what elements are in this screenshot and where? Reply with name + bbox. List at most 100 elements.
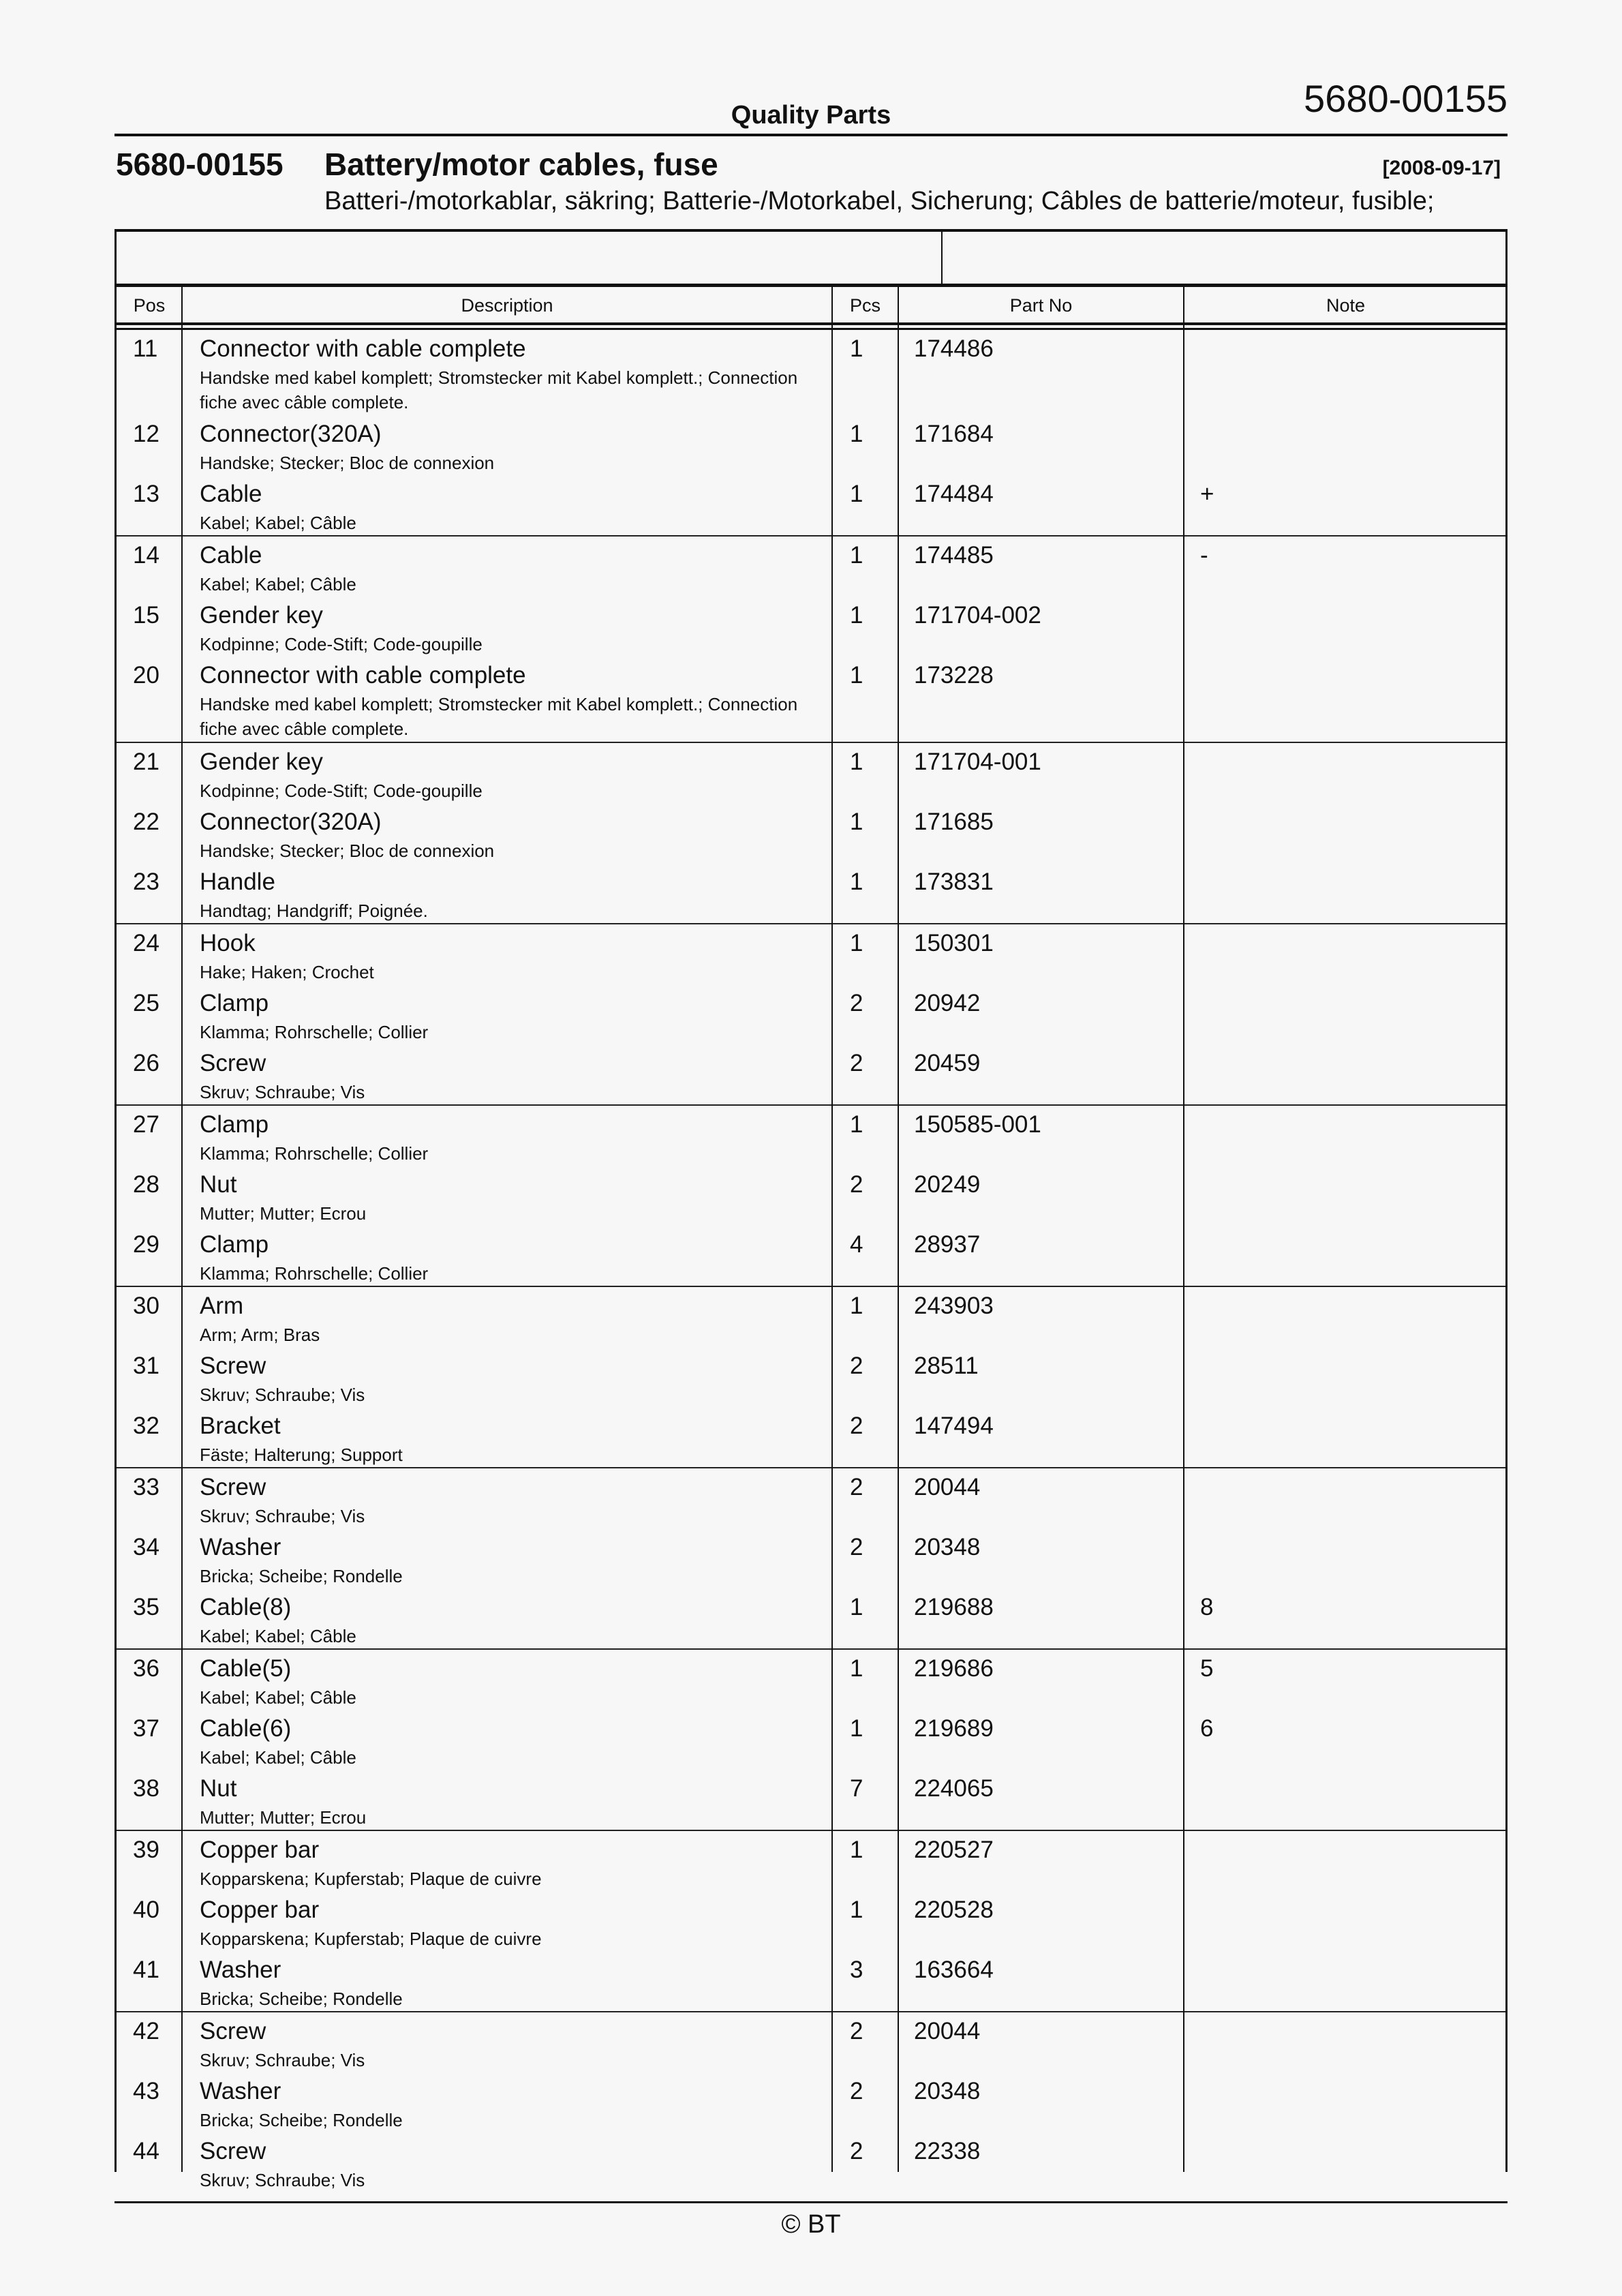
pcs-cell: 1 (850, 481, 863, 507)
pcs-cell: 2 (850, 1353, 863, 1379)
translation-cell: Handske med kabel komplett; Stromstecker… (200, 367, 798, 412)
revision-date: [2008-09-17] (1382, 157, 1501, 179)
pcs-cell: 1 (850, 335, 863, 362)
row-group: 30 Arm Arm; Arm; Bras 1 243903 31 Screw Skruv; … (117, 1287, 1505, 1468)
row-group: 42 Screw Skruv; Schraube; Vis 2 20044 43 Washe… (117, 2012, 1505, 2192)
translation-cell: Skruv; Schraube; Vis (200, 1082, 365, 1102)
table-row: 44 Screw Skruv; Schraube; Vis 2 22338 (117, 2132, 1505, 2192)
section-title: Quality Parts (731, 101, 891, 130)
part-number-cell: 22338 (914, 2138, 981, 2164)
row-group: 24 Hook Hake; Haken; Crochet 1 150301 25 Clamp… (117, 924, 1505, 1106)
top-box-divider (941, 232, 943, 284)
description-cell: Clamp (200, 1111, 269, 1138)
table-row: 27 Clamp Klamma; Rohrschelle; Collier 1 1505… (117, 1106, 1505, 1166)
pos-cell: 42 (133, 2018, 159, 2044)
pcs-cell: 2 (850, 1171, 863, 1198)
description-cell: Clamp (200, 1231, 269, 1258)
pos-cell: 24 (133, 930, 159, 956)
translation-cell: Kodpinne; Code-Stift; Code-goupille (200, 634, 483, 654)
description-cell: Copper bar (200, 1837, 320, 1863)
pos-cell: 25 (133, 990, 159, 1016)
pcs-cell: 2 (850, 1534, 863, 1560)
part-number-cell: 20044 (914, 1474, 981, 1500)
translation-cell: Kodpinne; Code-Stift; Code-goupille (200, 781, 483, 801)
parts-table: Pos Description Pcs Part No Note 11 Conne… (114, 229, 1508, 2190)
pcs-cell: 1 (850, 868, 863, 895)
translation-cell: Kabel; Kabel; Câble (200, 1687, 356, 1708)
note-cell: - (1200, 542, 1208, 569)
table-header: Pos Description Pcs Part No Note (117, 287, 1505, 325)
table-row: 25 Clamp Klamma; Rohrschelle; Collier 2 2094… (117, 984, 1505, 1044)
part-number-cell: 174486 (914, 335, 994, 362)
translation-cell: Fäste; Halterung; Support (200, 1445, 403, 1465)
part-number-cell: 171684 (914, 421, 994, 447)
pos-cell: 35 (133, 1594, 159, 1620)
description-cell: Gender key (200, 749, 323, 775)
pcs-cell: 3 (850, 1957, 863, 1983)
part-number-cell: 20942 (914, 990, 981, 1016)
pcs-cell: 1 (850, 1594, 863, 1620)
pcs-cell: 2 (850, 1413, 863, 1439)
pcs-cell: 1 (850, 749, 863, 775)
description-cell: Connector with cable complete (200, 335, 526, 362)
table-row: 12 Connector(320A) Handske; Stecker; Bloc … (117, 415, 1505, 475)
note-cell: 6 (1200, 1715, 1214, 1742)
translation-cell: Bricka; Scheibe; Rondelle (200, 2110, 403, 2130)
header-double-rule (117, 328, 1505, 330)
part-number-cell: 219688 (914, 1594, 994, 1620)
pos-cell: 37 (133, 1715, 159, 1742)
description-cell: Clamp (200, 990, 269, 1016)
translation-cell: Handske; Stecker; Bloc de connexion (200, 841, 495, 861)
col-note: Note (1326, 295, 1366, 316)
table-row: 34 Washer Bricka; Scheibe; Rondelle 2 20348 (117, 1528, 1505, 1588)
pos-cell: 39 (133, 1837, 159, 1863)
description-cell: Washer (200, 1957, 281, 1983)
pcs-cell: 1 (850, 1655, 863, 1682)
translation-cell: Kabel; Kabel; Câble (200, 574, 356, 594)
description-cell: Connector(320A) (200, 421, 382, 447)
pos-cell: 40 (133, 1897, 159, 1923)
table-row: 29 Clamp Klamma; Rohrschelle; Collier 4 2893… (117, 1226, 1505, 1286)
footer-divider (114, 2201, 1508, 2203)
part-number-cell: 220527 (914, 1837, 994, 1863)
table-row: 22 Connector(320A) Handske; Stecker; Bloc … (117, 803, 1505, 863)
col-pcs: Pcs (849, 295, 881, 316)
table-body: 11 Connector with cable complete Handske m… (117, 330, 1505, 2192)
table-row: 24 Hook Hake; Haken; Crochet 1 150301 (117, 924, 1505, 984)
pcs-cell: 2 (850, 990, 863, 1016)
pos-cell: 41 (133, 1957, 159, 1983)
pcs-cell: 2 (850, 1474, 863, 1500)
pos-cell: 23 (133, 868, 159, 895)
copyright: © BT (781, 2210, 841, 2239)
row-group: 33 Screw Skruv; Schraube; Vis 2 20044 34 Washe… (117, 1468, 1505, 1650)
row-group: 39 Copper bar Kopparskena; Kupferstab; Pla… (117, 1831, 1505, 2012)
pos-cell: 38 (133, 1775, 159, 1802)
translation-cell: Bricka; Scheibe; Rondelle (200, 1566, 403, 1586)
pcs-cell: 1 (850, 1897, 863, 1923)
translation-cell: Bricka; Scheibe; Rondelle (200, 1989, 403, 2009)
part-number-cell: 20249 (914, 1171, 981, 1198)
table-row: 26 Screw Skruv; Schraube; Vis 2 20459 (117, 1044, 1505, 1104)
part-number-cell: 220528 (914, 1897, 994, 1923)
row-group: 21 Gender key Kodpinne; Code-Stift; Code-g… (117, 743, 1505, 924)
part-number-cell: 219689 (914, 1715, 994, 1742)
table-row: 39 Copper bar Kopparskena; Kupferstab; Pla… (117, 1831, 1505, 1891)
description-cell: Copper bar (200, 1897, 320, 1923)
translation-cell: Mutter; Mutter; Ecrou (200, 1203, 367, 1224)
table-row: 23 Handle Handtag; Handgriff; Poignée. 1 173… (117, 863, 1505, 923)
description-cell: Hook (200, 930, 256, 956)
part-number-cell: 163664 (914, 1957, 994, 1983)
pcs-cell: 7 (850, 1775, 863, 1802)
description-cell: Washer (200, 2078, 281, 2104)
part-number-cell: 219686 (914, 1655, 994, 1682)
part-number-cell: 224065 (914, 1775, 994, 1802)
translation-cell: Arm; Arm; Bras (200, 1325, 320, 1345)
description-cell: Cable (200, 481, 262, 507)
translation-cell: Skruv; Schraube; Vis (200, 1385, 365, 1405)
table-row: 15 Gender key Kodpinne; Code-Stift; Code-g… (117, 596, 1505, 656)
table-row: 14 Cable Kabel; Kabel; Câble 1 174485 - (117, 537, 1505, 596)
pos-cell: 11 (133, 335, 158, 362)
pos-cell: 15 (133, 602, 159, 629)
table-row: 35 Cable(8) Kabel; Kabel; Câble 1 219688 8 (117, 1588, 1505, 1648)
pcs-cell: 1 (850, 1111, 863, 1138)
